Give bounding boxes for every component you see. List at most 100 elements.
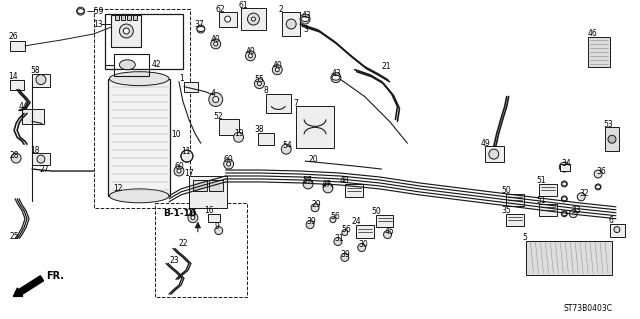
Text: 44: 44 — [19, 102, 29, 111]
Bar — [561, 164, 570, 171]
Circle shape — [36, 75, 46, 85]
Text: 31: 31 — [335, 234, 344, 243]
Ellipse shape — [332, 75, 340, 80]
Circle shape — [306, 221, 314, 229]
Bar — [540, 204, 557, 216]
Bar — [266, 93, 291, 114]
Circle shape — [561, 181, 567, 187]
Text: 14: 14 — [8, 72, 18, 81]
Text: 51: 51 — [536, 176, 546, 185]
Circle shape — [569, 210, 577, 218]
Circle shape — [281, 144, 291, 154]
Text: 40: 40 — [211, 35, 221, 44]
Circle shape — [561, 211, 567, 217]
Text: 18: 18 — [30, 146, 40, 155]
Circle shape — [342, 230, 348, 235]
Circle shape — [577, 193, 585, 201]
Ellipse shape — [562, 212, 567, 216]
Text: 36: 36 — [596, 167, 606, 175]
Circle shape — [252, 17, 255, 21]
Circle shape — [248, 13, 259, 25]
Bar — [32, 74, 50, 86]
Ellipse shape — [77, 9, 84, 14]
Bar — [184, 82, 198, 92]
Bar — [208, 214, 220, 222]
Ellipse shape — [562, 197, 567, 201]
Bar — [22, 109, 44, 124]
Circle shape — [77, 7, 84, 15]
Bar — [93, 9, 190, 208]
Bar — [155, 203, 246, 297]
Circle shape — [608, 135, 616, 143]
Text: 17: 17 — [184, 168, 193, 177]
Bar — [605, 127, 619, 151]
Text: 55: 55 — [255, 75, 264, 84]
Circle shape — [275, 68, 279, 72]
Text: 1: 1 — [179, 74, 184, 83]
Text: FR.: FR. — [46, 271, 64, 281]
Text: 33: 33 — [572, 206, 581, 215]
Text: 10: 10 — [171, 130, 180, 139]
Bar — [127, 15, 131, 20]
Text: 57: 57 — [302, 176, 312, 185]
Text: 51: 51 — [536, 196, 546, 205]
Circle shape — [561, 196, 567, 202]
Text: 30: 30 — [359, 240, 369, 249]
Text: 45: 45 — [385, 227, 394, 236]
Circle shape — [273, 65, 282, 75]
Circle shape — [255, 79, 264, 89]
Bar — [588, 37, 610, 67]
Bar — [506, 194, 524, 206]
Text: 53: 53 — [603, 120, 612, 129]
Text: 3: 3 — [303, 26, 308, 34]
Bar — [122, 15, 125, 20]
Text: 22: 22 — [179, 239, 188, 248]
Circle shape — [303, 179, 313, 189]
Text: 43: 43 — [332, 69, 342, 78]
Bar — [10, 41, 25, 51]
Bar — [485, 146, 504, 162]
Text: 40: 40 — [273, 61, 282, 70]
Text: 40: 40 — [246, 47, 255, 56]
Circle shape — [331, 73, 341, 83]
Bar — [32, 153, 50, 165]
Text: 56: 56 — [342, 225, 351, 234]
Bar — [193, 180, 207, 191]
Circle shape — [223, 159, 234, 169]
Text: 49: 49 — [481, 139, 491, 148]
Text: —59: —59 — [86, 7, 104, 16]
Text: 34: 34 — [561, 159, 571, 167]
Circle shape — [358, 243, 365, 251]
Text: 20: 20 — [308, 155, 317, 164]
Text: 43: 43 — [301, 11, 311, 19]
FancyArrow shape — [13, 276, 44, 296]
Text: 60: 60 — [174, 161, 184, 171]
Bar — [133, 15, 137, 20]
Circle shape — [37, 155, 45, 163]
Text: 16: 16 — [204, 206, 213, 215]
Circle shape — [225, 16, 230, 22]
Circle shape — [177, 169, 181, 173]
Text: 50: 50 — [372, 207, 381, 216]
Bar — [259, 133, 275, 145]
Ellipse shape — [109, 72, 169, 85]
Text: 23: 23 — [169, 256, 179, 265]
Bar — [345, 184, 363, 197]
Text: 29: 29 — [311, 200, 321, 209]
Bar — [10, 80, 24, 90]
Text: 24: 24 — [352, 217, 362, 226]
Circle shape — [174, 166, 184, 176]
Circle shape — [330, 217, 336, 223]
Circle shape — [215, 226, 223, 234]
Bar — [356, 225, 374, 238]
Text: 6: 6 — [608, 216, 613, 225]
Text: B-1-10: B-1-10 — [163, 209, 196, 218]
Text: 4: 4 — [211, 89, 216, 98]
Circle shape — [248, 54, 252, 58]
Circle shape — [559, 162, 569, 172]
Bar — [282, 12, 300, 36]
Bar — [376, 215, 394, 226]
Text: 35: 35 — [502, 206, 511, 215]
Text: 42: 42 — [151, 60, 161, 69]
Circle shape — [311, 204, 319, 212]
